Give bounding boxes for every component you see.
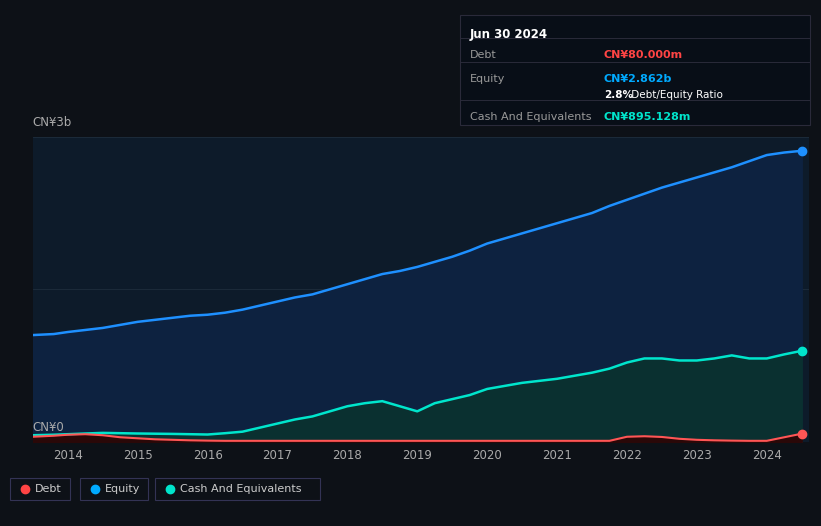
Text: Debt/Equity Ratio: Debt/Equity Ratio xyxy=(628,90,723,100)
Text: Equity: Equity xyxy=(470,74,505,84)
Text: Jun 30 2024: Jun 30 2024 xyxy=(470,28,548,41)
Text: CN¥0: CN¥0 xyxy=(33,421,65,434)
Text: Cash And Equivalents: Cash And Equivalents xyxy=(470,112,591,122)
Text: Debt: Debt xyxy=(470,50,497,60)
Text: 2.8%: 2.8% xyxy=(603,90,633,100)
Text: Equity: Equity xyxy=(104,484,140,494)
Text: CN¥2.862b: CN¥2.862b xyxy=(603,74,672,84)
Text: CN¥80.000m: CN¥80.000m xyxy=(603,50,683,60)
Text: CN¥895.128m: CN¥895.128m xyxy=(603,112,691,122)
Text: Cash And Equivalents: Cash And Equivalents xyxy=(180,484,301,494)
Text: CN¥3b: CN¥3b xyxy=(33,116,72,129)
Text: Debt: Debt xyxy=(34,484,62,494)
